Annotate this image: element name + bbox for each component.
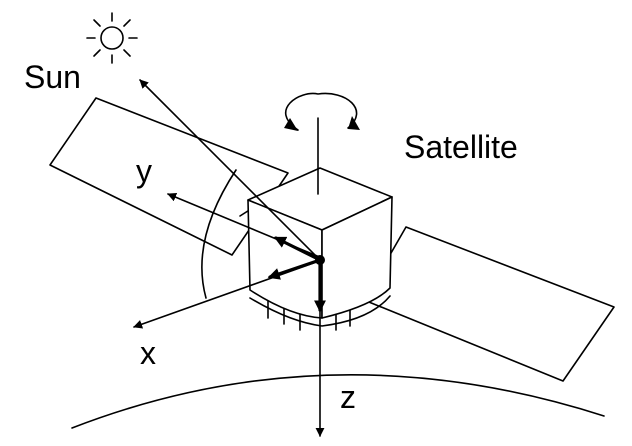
sun-icon [86, 12, 138, 64]
left-solar-panel [49, 97, 289, 256]
earth-horizon [71, 374, 605, 429]
right-solar-panel [363, 226, 615, 382]
origin-point [315, 255, 325, 265]
y-axis-label: y [136, 153, 152, 189]
satellite-body [247, 167, 393, 327]
z-axis-label: z [340, 379, 356, 415]
satellite-label: Satellite [404, 129, 518, 165]
body-vector-y [273, 236, 322, 262]
attitude-angle-arc [201, 169, 237, 299]
sun-label: Sun [24, 59, 81, 95]
sun-vector [139, 79, 321, 261]
x-axis-label: x [140, 335, 156, 371]
rotation-arrow-icon [284, 92, 360, 131]
body-vector-x [267, 258, 322, 280]
